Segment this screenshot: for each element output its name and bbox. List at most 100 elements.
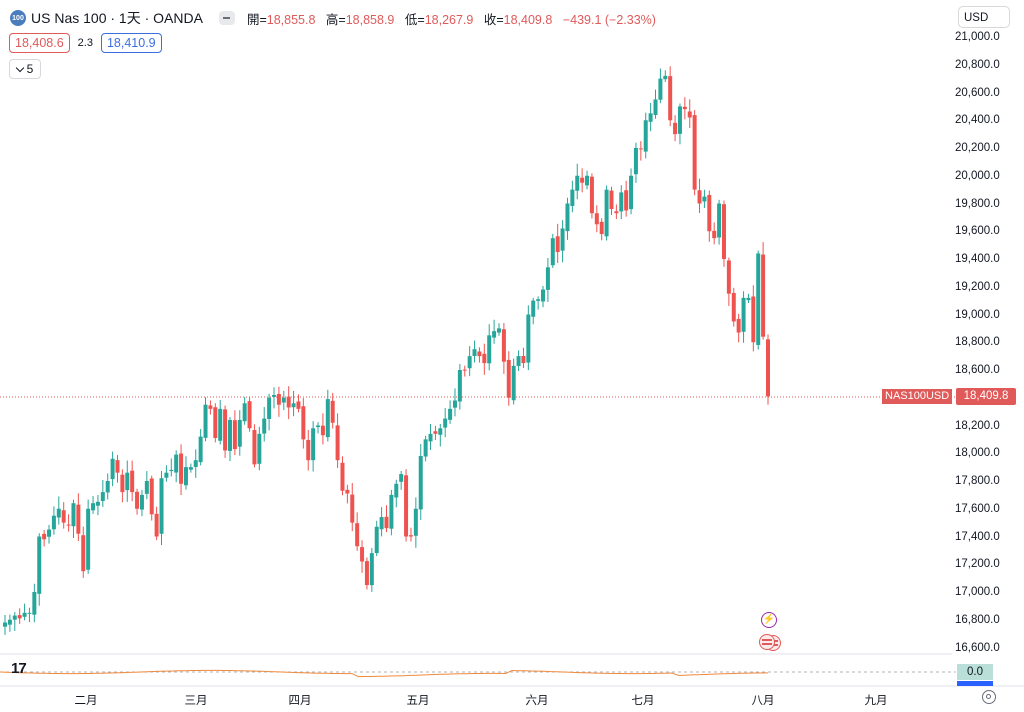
flash-event-icon[interactable]: ⚡ xyxy=(761,612,777,628)
candle-body xyxy=(247,401,252,429)
sell-button[interactable]: 18,408.6 xyxy=(9,33,70,53)
price-tick-label: 19,200.0 xyxy=(955,280,1000,293)
candle-body xyxy=(159,478,164,534)
candle-body xyxy=(213,407,218,438)
candle-body xyxy=(677,106,682,134)
candle-body xyxy=(61,510,66,523)
candle-body xyxy=(257,433,262,464)
candle-body xyxy=(71,503,76,527)
candle-body xyxy=(95,501,100,506)
candle-body xyxy=(501,329,506,362)
candle-body xyxy=(643,120,648,152)
candle-body xyxy=(374,526,379,554)
candle-body xyxy=(364,561,369,586)
candle-body xyxy=(203,404,208,438)
collapse-legend-button[interactable] xyxy=(218,11,235,25)
candle-body xyxy=(384,516,389,529)
candle-body xyxy=(7,619,12,625)
candle-body xyxy=(17,615,22,619)
candle-body xyxy=(120,474,125,493)
candle-body xyxy=(188,467,193,470)
candle-body xyxy=(741,297,746,332)
symbol-logo-icon: 100 xyxy=(10,10,26,26)
settings-gear-icon[interactable] xyxy=(982,690,996,704)
candle-body xyxy=(756,253,761,345)
candle-body xyxy=(614,211,619,214)
tradingview-logo-icon[interactable]: 17 xyxy=(11,660,27,677)
price-tick-label: 17,200.0 xyxy=(955,558,1000,571)
chevron-down-icon xyxy=(15,63,24,72)
candle-body xyxy=(218,408,223,441)
candle-body xyxy=(394,483,399,498)
candle-body xyxy=(594,213,599,225)
us-flag-event-icon[interactable] xyxy=(759,634,775,650)
candle-body xyxy=(179,453,184,484)
candle-body xyxy=(154,513,159,537)
candle-body xyxy=(164,472,169,478)
candle-body xyxy=(12,615,17,620)
candle-body xyxy=(42,533,47,540)
price-tick-label: 20,800.0 xyxy=(955,58,1000,71)
candle-body xyxy=(467,356,472,369)
candle-body xyxy=(350,494,355,523)
candle-body xyxy=(721,204,726,259)
price-tick-label: 18,600.0 xyxy=(955,364,1000,376)
quote-row: 18,408.6 2.3 18,410.9 xyxy=(9,33,162,53)
candle-body xyxy=(746,297,751,301)
candle-body xyxy=(355,523,360,547)
candle-body xyxy=(369,553,374,586)
candle-body xyxy=(536,299,541,301)
candle-body xyxy=(105,481,110,493)
candle-body xyxy=(697,190,702,204)
open-value: 18,855.8 xyxy=(266,12,316,27)
candle-body xyxy=(227,419,232,451)
buy-button[interactable]: 18,410.9 xyxy=(100,33,162,53)
candle-body xyxy=(560,228,565,251)
candle-body xyxy=(633,148,638,175)
candle-body xyxy=(51,515,56,530)
candle-body xyxy=(550,238,555,266)
high-value: 18,858.9 xyxy=(345,12,395,27)
candles-group xyxy=(3,66,770,635)
candle-body xyxy=(413,508,418,536)
candle-body xyxy=(604,189,609,237)
candle-body xyxy=(3,622,7,627)
price-tick-label: 20,600.0 xyxy=(955,86,1000,99)
low-label: 低= xyxy=(404,12,425,27)
candle-body xyxy=(399,474,404,482)
candle-body xyxy=(66,524,71,526)
price-tick-label: 18,200.0 xyxy=(955,419,1000,432)
candle-body xyxy=(668,76,673,121)
candle-body xyxy=(545,267,550,290)
candle-body xyxy=(541,289,546,302)
candle-body xyxy=(125,472,130,491)
candle-body xyxy=(726,260,731,294)
candle-body xyxy=(599,221,604,235)
candle-body xyxy=(589,176,594,214)
candle-body xyxy=(81,535,86,572)
candle-body xyxy=(438,428,443,435)
candle-body xyxy=(521,356,526,364)
time-tick-label: 七月 xyxy=(631,695,655,707)
last-price-label: 18,409.8 xyxy=(956,388,1016,405)
candle-body xyxy=(717,203,722,238)
time-tick-label: 三月 xyxy=(184,695,208,707)
symbol-title[interactable]: US Nas 100 · 1天 · OANDA xyxy=(31,10,203,26)
candle-body xyxy=(580,177,585,183)
ohlc-values: 開=18,855.8 高=18,858.9 低=18,267.9 收=18,40… xyxy=(247,9,656,28)
candle-body xyxy=(149,478,154,515)
oscillator-line xyxy=(0,669,769,678)
candle-body xyxy=(360,547,365,562)
indicators-toggle[interactable]: 5 xyxy=(9,59,41,79)
price-tick-label: 20,000.0 xyxy=(955,169,1000,182)
price-tick-label: 20,200.0 xyxy=(955,142,1000,154)
candle-body xyxy=(687,111,692,118)
candle-body xyxy=(27,612,32,614)
candle-body xyxy=(291,403,296,408)
candle-body xyxy=(448,408,453,420)
time-tick-label: 二月 xyxy=(74,695,98,707)
low-value: 18,267.9 xyxy=(424,12,474,27)
time-tick-label: 八月 xyxy=(751,695,775,707)
currency-select[interactable]: USD xyxy=(958,6,1010,28)
